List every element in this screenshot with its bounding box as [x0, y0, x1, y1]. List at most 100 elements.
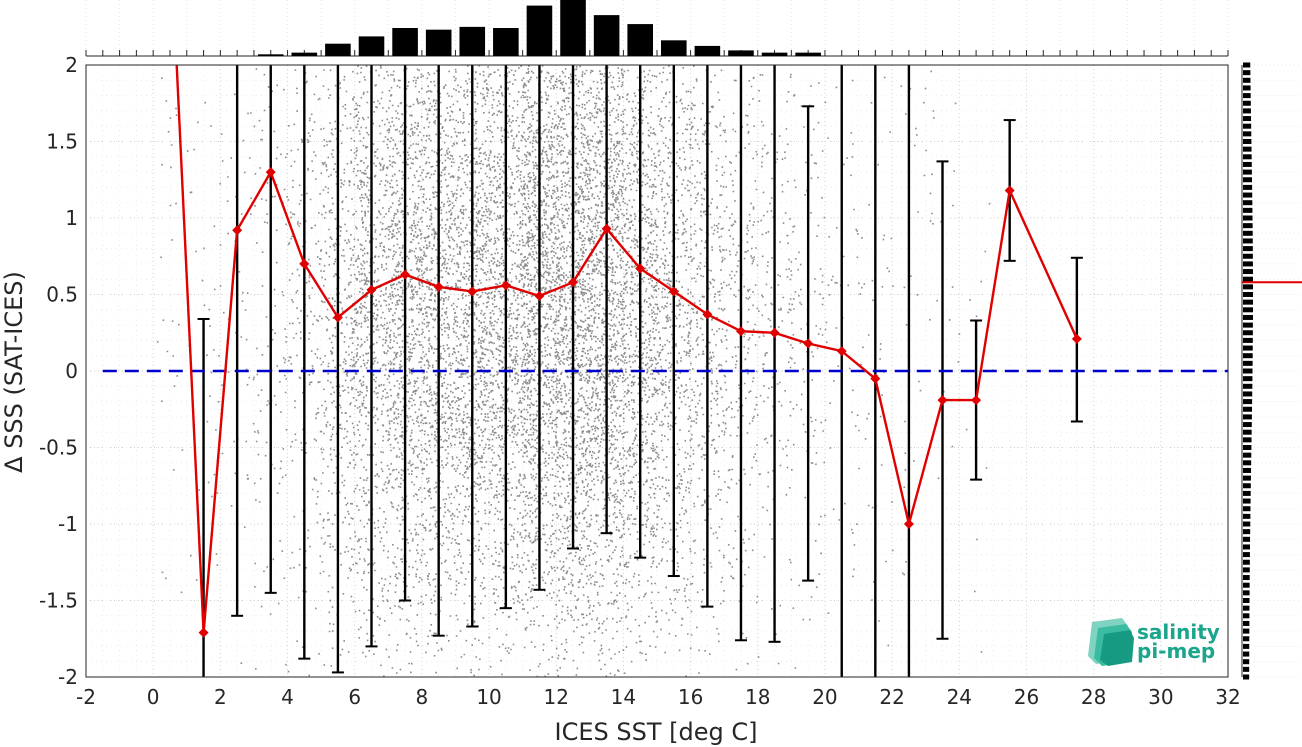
- top-histogram: [85, 0, 1229, 57]
- mean-marker: [198, 627, 209, 638]
- right-hist-bar: [1243, 536, 1251, 542]
- right-hist-bar: [1243, 246, 1253, 252]
- top-hist-bar: [728, 50, 754, 56]
- mean-marker: [836, 346, 847, 357]
- x-tick-label: 28: [1081, 685, 1106, 709]
- y-tick-label: 1: [65, 206, 78, 230]
- right-hist-bar: [1243, 483, 1251, 489]
- mean-marker: [1071, 333, 1082, 344]
- mean-marker: [568, 277, 579, 288]
- mean-marker: [366, 284, 377, 295]
- x-tick-label: 2: [214, 685, 227, 709]
- x-tick-label: 14: [611, 685, 636, 709]
- salinity-pimep-logo: salinity pi-mep: [1088, 618, 1220, 666]
- right-hist-bar: [1243, 598, 1250, 603]
- x-tick-label: 20: [812, 685, 837, 709]
- top-hist-bar: [627, 24, 653, 56]
- right-hist-bar: [1243, 70, 1251, 76]
- mean-marker: [870, 373, 881, 384]
- x-tick-label: 12: [544, 685, 569, 709]
- mean-marker: [903, 519, 914, 529]
- right-hist-bar: [1243, 559, 1250, 565]
- right-hist-bar: [1243, 146, 1252, 152]
- mean-marker: [601, 223, 612, 234]
- right-hist-bar: [1243, 337, 1253, 343]
- right-hist-bar: [1243, 391, 1253, 397]
- right-hist-bar: [1243, 513, 1251, 519]
- mean-marker: [769, 327, 780, 338]
- right-hist-bar: [1243, 506, 1251, 512]
- right-hist-bar: [1243, 93, 1251, 99]
- right-hist-bar: [1243, 498, 1251, 504]
- y-tick-label: -1: [58, 512, 78, 536]
- logo-line2: pi-mep: [1137, 639, 1215, 663]
- y-tick-label: -0.5: [39, 436, 78, 460]
- right-hist-bar: [1243, 192, 1253, 198]
- right-hist-bar: [1243, 230, 1253, 236]
- right-hist-bar: [1243, 636, 1250, 642]
- x-tick-label: 0: [147, 685, 160, 709]
- right-hist-bar: [1243, 62, 1251, 68]
- right-hist-bar: [1243, 406, 1253, 412]
- mean-series: [175, 64, 1082, 638]
- mean-marker: [232, 225, 243, 236]
- mean-marker: [803, 338, 814, 349]
- mean-marker: [332, 312, 343, 323]
- right-hist-bar: [1243, 307, 1253, 313]
- y-tick-label: 2: [65, 53, 78, 77]
- right-hist-bar: [1243, 445, 1252, 450]
- top-hist-bar: [795, 52, 821, 56]
- right-hist-bar: [1243, 314, 1253, 320]
- right-hist-bar: [1243, 177, 1253, 183]
- x-tick-label: 18: [745, 685, 770, 709]
- axes-box: [85, 64, 1229, 678]
- y-tick-label: 0.5: [46, 283, 78, 307]
- mean-marker: [467, 286, 478, 297]
- top-hist-bar: [493, 28, 519, 56]
- right-hist-bar: [1243, 605, 1250, 611]
- x-tick-label: 22: [879, 685, 904, 709]
- y-tick-label: 0: [65, 359, 78, 383]
- mean-marker: [433, 281, 444, 292]
- mean-marker: [1004, 185, 1015, 196]
- top-hist-bar: [560, 0, 586, 56]
- right-hist-bar: [1243, 322, 1253, 328]
- right-hist-bar: [1243, 590, 1250, 596]
- logo-mark-icon: [1088, 618, 1134, 666]
- right-hist-bar: [1243, 620, 1250, 626]
- mean-marker: [735, 326, 746, 337]
- right-hist-bar: [1243, 100, 1251, 106]
- x-tick-label: 32: [1215, 685, 1240, 709]
- top-hist-bar: [526, 5, 553, 57]
- right-hist-bar: [1243, 276, 1253, 282]
- mean-marker: [668, 286, 679, 297]
- mean-marker: [534, 291, 545, 302]
- x-tick-label: 26: [1014, 685, 1039, 709]
- right-hist-bar: [1243, 544, 1250, 550]
- top-hist-bar: [325, 43, 351, 56]
- right-hist-bar: [1243, 85, 1251, 91]
- top-hist-bar: [593, 15, 620, 57]
- y-axis-label: Δ SSS (SAT-ICES): [0, 271, 28, 473]
- right-hist-bar: [1243, 452, 1252, 458]
- right-hist-bar: [1243, 575, 1250, 581]
- right-hist-bar: [1243, 200, 1253, 206]
- right-hist-bar: [1243, 659, 1250, 665]
- right-hist-bar: [1243, 422, 1252, 428]
- right-hist-bar: [1243, 582, 1250, 588]
- right-hist-bar: [1243, 529, 1251, 535]
- top-hist-bar: [459, 26, 486, 56]
- right-hist-bar: [1243, 292, 1253, 297]
- right-hist-bar: [1243, 284, 1253, 290]
- right-hist-bar: [1243, 666, 1250, 672]
- right-hist-bar: [1243, 238, 1253, 244]
- right-hist-bar: [1243, 360, 1253, 366]
- logo-line1: salinity: [1137, 620, 1220, 644]
- right-hist-bar: [1243, 215, 1253, 221]
- mean-marker: [937, 395, 948, 406]
- right-hist-bar: [1243, 253, 1253, 259]
- right-hist-bar: [1243, 368, 1253, 374]
- right-hist-bar: [1243, 643, 1250, 649]
- right-hist-bar: [1243, 429, 1252, 435]
